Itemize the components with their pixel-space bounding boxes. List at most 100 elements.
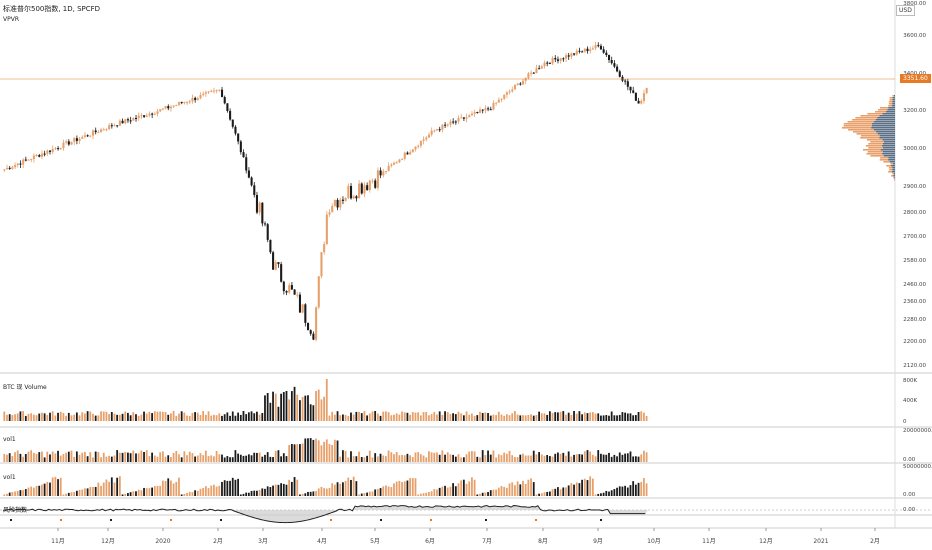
currency-tag[interactable]: USD	[896, 5, 915, 16]
vol1-bar-b	[132, 491, 135, 496]
vol1-bar-a	[188, 451, 191, 462]
candle-body	[406, 152, 409, 155]
volume-bar	[320, 399, 323, 421]
volume-bar	[589, 412, 592, 421]
vol1-bar-a	[274, 450, 277, 462]
vol1-bar-a	[379, 453, 382, 462]
candle-body	[148, 113, 151, 116]
vol1-bar-a	[419, 454, 422, 462]
vpvr-bar-down	[871, 125, 895, 127]
candle-body	[567, 55, 570, 57]
candle-body	[535, 68, 538, 73]
vol1-bar-b	[395, 481, 398, 496]
volume-bar	[49, 412, 51, 421]
volume-bar	[449, 413, 452, 421]
candle-body	[503, 94, 506, 99]
volume-bar	[226, 412, 229, 421]
vol1-bar-b	[110, 477, 113, 496]
candle-body	[24, 159, 27, 161]
vol1-bar-b	[575, 482, 578, 496]
vol1-bar-b	[632, 481, 635, 496]
candle-body	[91, 130, 95, 136]
vol1-bar-a	[465, 454, 468, 462]
candle-body	[220, 89, 224, 98]
candle-body	[186, 102, 189, 104]
vol1-bar-a	[70, 450, 73, 462]
vol1-bar-b	[344, 481, 347, 496]
candle-body	[462, 117, 465, 119]
candle-body	[398, 159, 401, 163]
vol1-bar-b	[505, 487, 508, 496]
vpvr-bar-down	[891, 105, 895, 107]
volume-bar	[237, 412, 239, 421]
volume-bar	[548, 411, 551, 421]
vol1-bar-a	[376, 456, 379, 462]
volume-bar	[194, 412, 196, 421]
vol1-bar-a	[358, 451, 360, 462]
vol1-bar-b	[247, 492, 250, 496]
vol1-bar-b	[452, 483, 454, 496]
vol1-bar-a	[137, 453, 140, 462]
vpvr-label[interactable]: VPVR	[3, 16, 19, 23]
vol1-bar-a	[497, 454, 500, 462]
volume-bar	[293, 386, 296, 421]
vol1-bar-a	[371, 457, 374, 462]
osc-signal-dot	[170, 519, 172, 521]
candle-body	[371, 180, 374, 182]
vol1-bar-a	[113, 455, 116, 462]
volume-bar	[312, 405, 315, 421]
volume-bar	[110, 411, 113, 421]
candle-body	[231, 119, 234, 127]
candle-body	[347, 185, 350, 198]
vol1-bar-b	[218, 485, 221, 496]
volume-bar	[479, 411, 481, 421]
vol1-bar-a	[366, 455, 368, 462]
vol1-bar-b	[59, 477, 62, 496]
volume-bar	[38, 413, 41, 421]
candle-body	[527, 73, 530, 79]
osc-signal-dot	[10, 519, 12, 521]
volume-bar	[266, 392, 269, 421]
volume-bar	[406, 412, 409, 421]
candle-body	[422, 139, 425, 141]
volume-bar	[167, 414, 170, 421]
vol1-bar-b	[567, 485, 570, 496]
vol1-bar-a	[350, 451, 352, 462]
candle-body	[521, 80, 525, 85]
vol1-bar-a	[500, 455, 503, 462]
date-tick-label: 2月	[870, 538, 880, 545]
volume-bar	[331, 411, 334, 421]
candle-body	[556, 59, 560, 61]
candle-body	[433, 130, 436, 132]
vol1-bar-a	[347, 457, 350, 462]
vol1-bar-a	[84, 451, 86, 462]
vol1-bar-a	[296, 444, 299, 462]
price-tick-label: 2580.00	[903, 258, 926, 264]
volume-bar	[527, 415, 530, 421]
date-tick-label: 9月	[593, 538, 603, 545]
vol1-bar-b	[135, 491, 137, 496]
osc-signal-dot	[430, 519, 432, 521]
volume-bar	[575, 413, 578, 421]
candle-body	[435, 129, 439, 131]
candle-body	[470, 113, 474, 116]
vol1-bar-a	[75, 451, 78, 462]
volume-bar	[583, 412, 586, 421]
volume-bar	[81, 412, 84, 421]
candle-body	[637, 100, 640, 104]
candle-body	[441, 124, 444, 130]
volume-bar	[100, 411, 102, 421]
volume-bar	[347, 415, 350, 421]
candle-body	[38, 155, 41, 157]
candle-body	[277, 262, 280, 265]
volume-bar	[6, 414, 8, 421]
candle-body	[564, 55, 568, 59]
vol1-bar-a	[264, 454, 266, 462]
symbol-legend[interactable]: 标准普尔500指数, 1D, SPCFD	[3, 5, 101, 13]
volume-bar	[342, 414, 344, 421]
vol1-bar-a	[540, 454, 543, 462]
candle-body	[444, 124, 447, 126]
candle-body	[573, 53, 576, 55]
vpvr-bar-down	[879, 115, 895, 117]
